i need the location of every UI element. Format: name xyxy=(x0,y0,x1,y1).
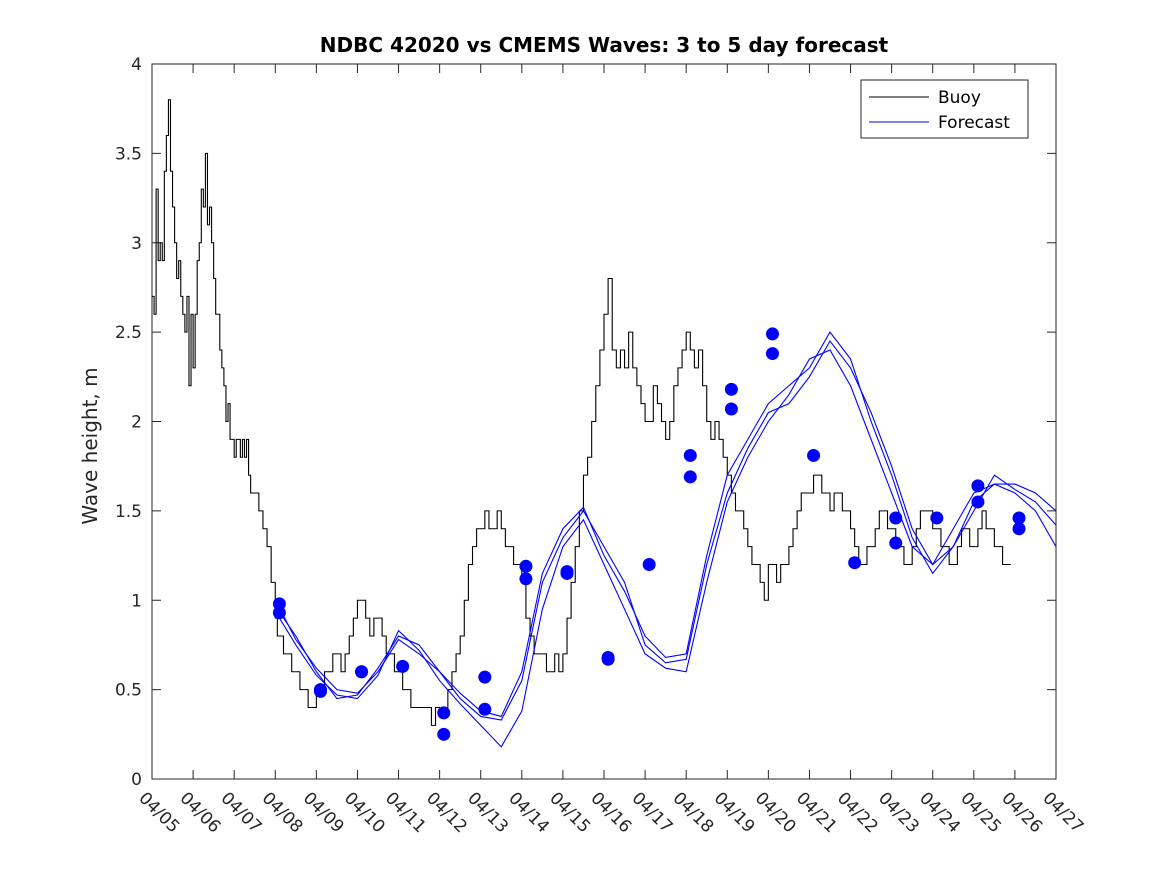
forecast-marker xyxy=(272,597,286,611)
chart-title: NDBC 42020 vs CMEMS Waves: 3 to 5 day fo… xyxy=(320,33,889,57)
forecast-series-line xyxy=(276,349,1057,748)
forecast-marker xyxy=(355,665,369,679)
legend-forecast-label: Forecast xyxy=(938,113,1010,133)
forecast-marker xyxy=(765,347,779,361)
y-tick-label: 4 xyxy=(131,55,142,75)
x-tick-label: 04/19 xyxy=(710,788,759,837)
legend: Buoy Forecast xyxy=(860,79,1029,139)
x-tick-label: 04/12 xyxy=(422,788,471,837)
forecast-marker xyxy=(478,670,492,684)
y-tick-label: 0 xyxy=(131,770,142,790)
x-tick-label: 04/18 xyxy=(669,788,718,837)
forecast-marker xyxy=(683,470,697,484)
plot-area xyxy=(151,63,1057,780)
x-tick-label: 04/26 xyxy=(997,788,1046,837)
forecast-series-line xyxy=(276,331,1057,718)
x-tick-label: 04/05 xyxy=(134,788,183,837)
buoy-series-line xyxy=(152,99,1011,726)
x-tick-label: 04/08 xyxy=(258,788,307,837)
forecast-series-line xyxy=(276,340,1057,721)
y-axis-ticks: 0 0.5 1 1.5 2 2.5 3 3.5 4 xyxy=(115,55,1056,790)
x-tick-label: 04/25 xyxy=(956,788,1005,837)
x-tick-label: 04/11 xyxy=(381,788,430,837)
forecast-marker xyxy=(1012,511,1026,525)
x-tick-label: 04/27 xyxy=(1038,788,1087,837)
y-tick-label: 3 xyxy=(131,234,142,254)
forecast-marker xyxy=(848,556,862,570)
x-tick-label: 04/09 xyxy=(299,788,348,837)
y-tick-label: 3.5 xyxy=(115,144,142,164)
forecast-marker xyxy=(437,727,451,741)
x-tick-label: 04/06 xyxy=(176,788,225,837)
x-tick-label: 04/23 xyxy=(874,788,923,837)
forecast-marker xyxy=(272,606,286,620)
legend-buoy-label: Buoy xyxy=(938,88,981,108)
y-tick-label: 1 xyxy=(131,591,142,611)
forecast-marker xyxy=(889,511,903,525)
axes-box xyxy=(151,63,1057,780)
forecast-marker xyxy=(437,706,451,720)
x-tick-label: 04/14 xyxy=(504,788,553,837)
x-tick-label: 04/24 xyxy=(915,788,964,837)
forecast-marker xyxy=(642,558,656,571)
x-tick-label: 04/22 xyxy=(833,788,882,837)
y-tick-label: 2 xyxy=(131,413,142,433)
y-axis-label: Wave height, m xyxy=(78,367,102,524)
forecast-marker xyxy=(807,448,821,462)
series-group xyxy=(152,99,1057,748)
x-tick-label: 04/10 xyxy=(340,788,389,837)
x-axis-ticks: 04/0504/0604/0704/0804/0904/1004/1104/12… xyxy=(134,64,1087,837)
forecast-marker xyxy=(519,572,533,586)
forecast-marker xyxy=(313,683,327,697)
forecast-marker xyxy=(560,566,574,580)
y-tick-label: 2.5 xyxy=(115,323,142,343)
x-tick-label: 04/15 xyxy=(545,788,594,837)
forecast-marker xyxy=(601,652,615,666)
forecast-marker xyxy=(724,382,738,396)
legend-box xyxy=(860,79,1029,139)
forecast-marker xyxy=(519,559,533,573)
forecast-marker xyxy=(396,659,410,673)
forecast-marker xyxy=(478,702,492,716)
forecast-marker xyxy=(971,479,985,493)
x-tick-label: 04/16 xyxy=(586,788,635,837)
forecast-marker xyxy=(889,536,903,550)
forecast-marker xyxy=(683,448,697,462)
forecast-marker xyxy=(724,402,738,416)
forecast-marker xyxy=(1012,522,1026,536)
x-tick-label: 04/21 xyxy=(792,788,841,837)
x-tick-label: 04/13 xyxy=(463,788,512,837)
x-tick-label: 04/17 xyxy=(628,788,677,837)
forecast-marker xyxy=(971,495,985,509)
x-tick-label: 04/07 xyxy=(217,788,266,837)
forecast-marker xyxy=(765,327,779,341)
forecast-marker xyxy=(930,511,944,525)
marker-group xyxy=(272,327,1026,741)
y-tick-label: 1.5 xyxy=(115,502,142,522)
x-tick-label: 04/20 xyxy=(751,788,800,837)
y-tick-label: 0.5 xyxy=(115,681,142,701)
